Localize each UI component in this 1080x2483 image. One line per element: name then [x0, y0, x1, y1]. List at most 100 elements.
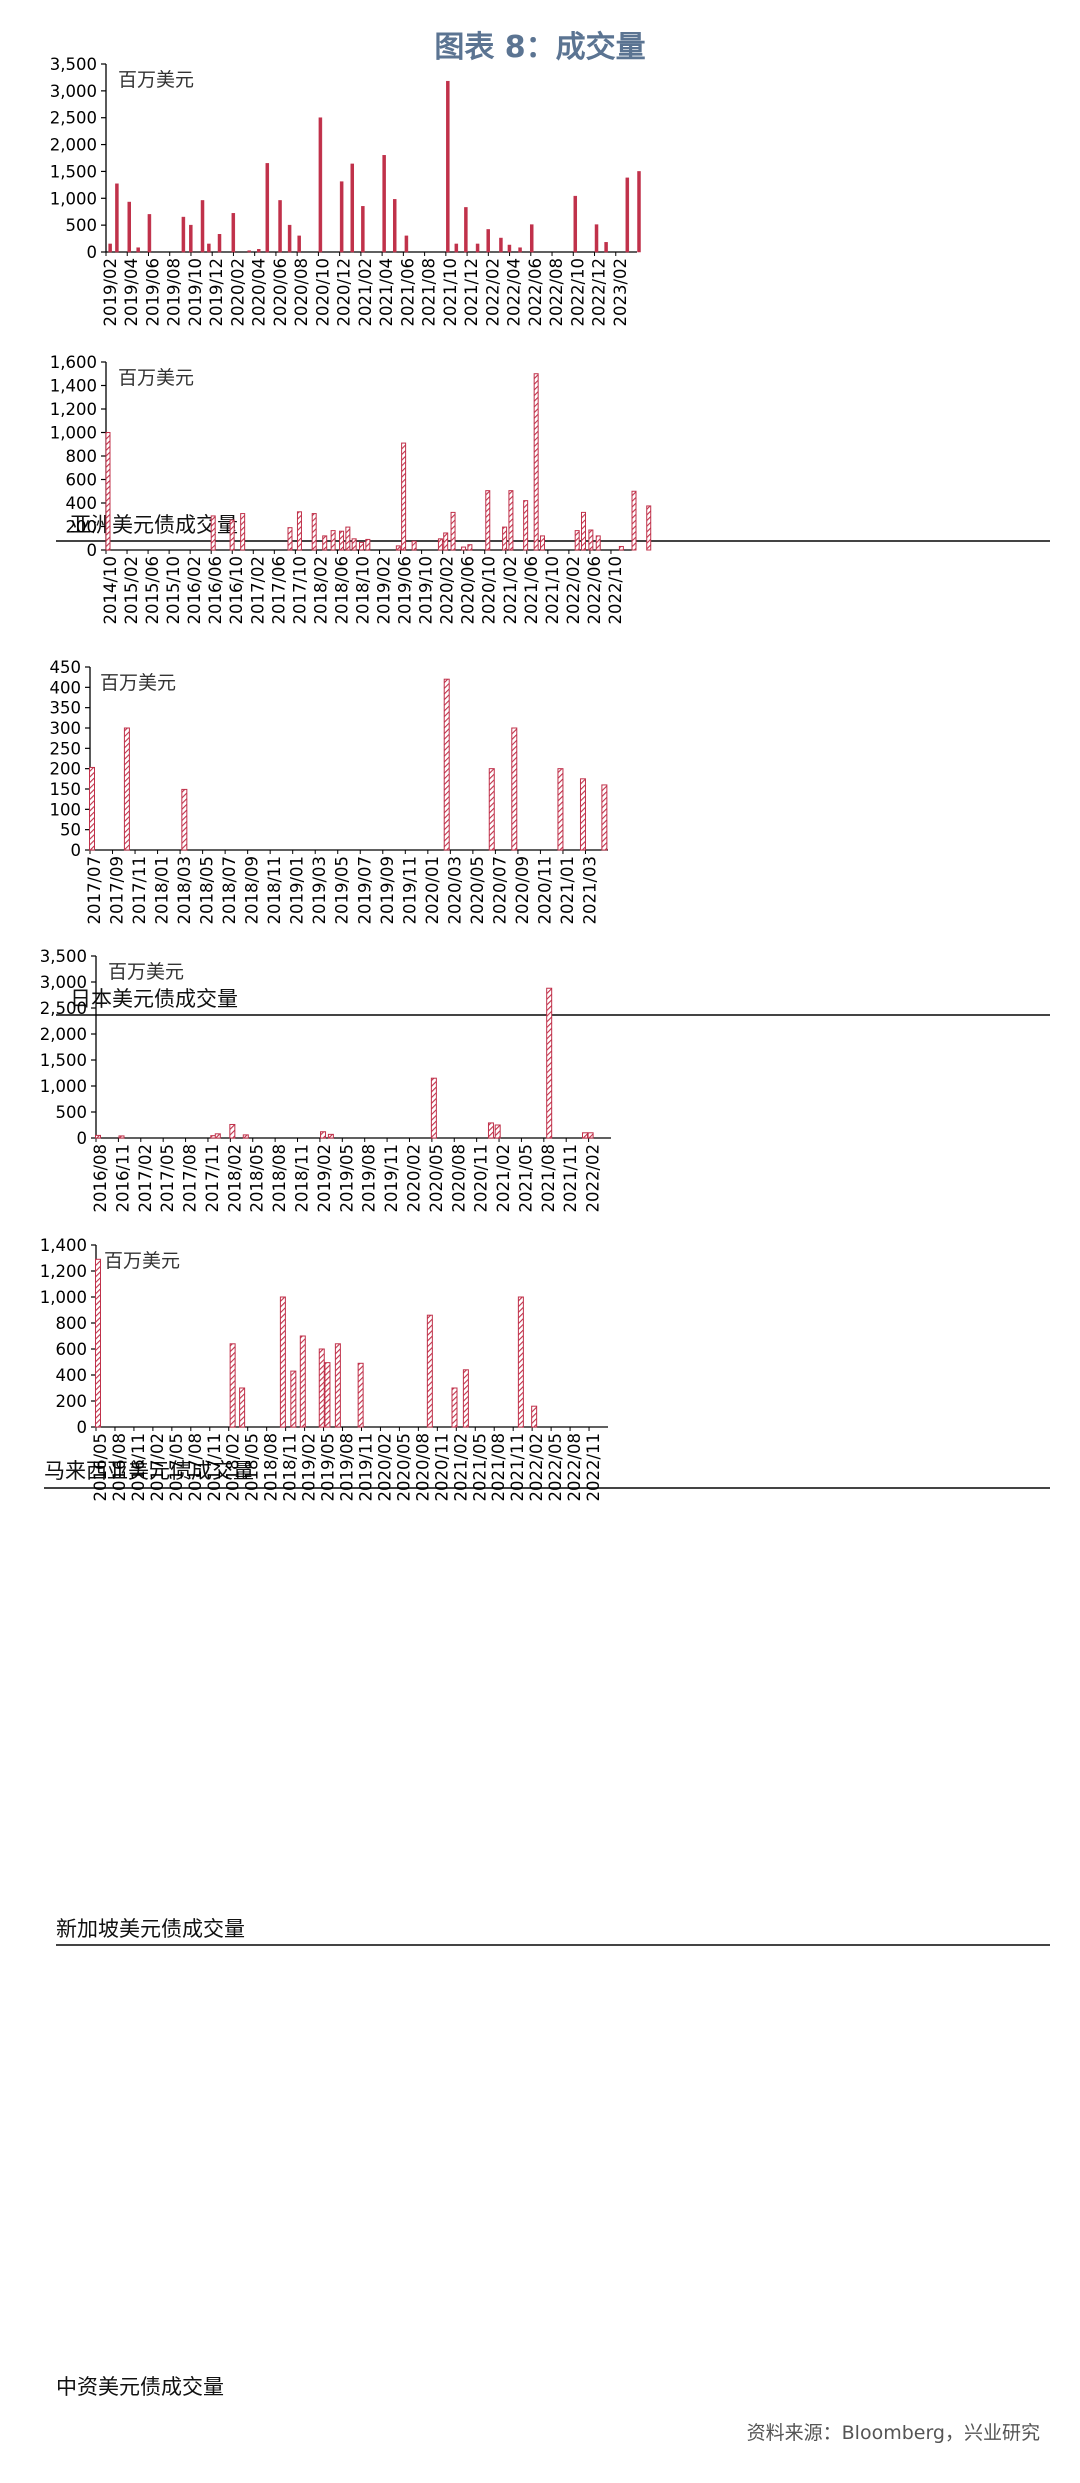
x-tick-label: 2021/02	[501, 556, 520, 625]
x-tick-label: 2017/11	[130, 856, 149, 925]
x-tick-label: 2017/11	[205, 1433, 224, 1502]
bar	[330, 530, 336, 551]
chart-title-singapore: 新加坡美元债成交量	[56, 1917, 245, 1941]
x-tick-label: 2018/11	[281, 1433, 300, 1502]
bar	[297, 235, 301, 253]
chart-title-japan: 日本美元债成交量	[70, 987, 238, 1011]
x-tick-label: 2021/08	[420, 258, 439, 327]
x-tick-label: 2017/05	[158, 1144, 177, 1213]
bar	[89, 766, 95, 851]
y-tick-label: 150	[50, 780, 82, 799]
y-tick-label: 1,600	[50, 353, 97, 372]
bar	[200, 200, 205, 253]
x-tick-label: 2016/10	[227, 556, 246, 625]
x-tick-label: 2018/09	[243, 856, 262, 925]
bar	[462, 1369, 469, 1428]
x-tick-label: 2020/03	[445, 856, 464, 925]
x-tick-label: 2019/02	[101, 258, 120, 327]
bar	[345, 526, 351, 551]
bar	[557, 768, 564, 851]
y-tick-label: 100	[50, 800, 82, 819]
x-tick-label: 2016/02	[185, 556, 204, 625]
unit-label: 百万美元	[100, 672, 176, 694]
bar	[426, 1314, 433, 1428]
chart-japan-usd-bond-volume: 0 200 400 600 800 1,000 1,200 1,400 1,600 2014/10…	[50, 353, 652, 625]
section-divider	[56, 1944, 1050, 1946]
x-tick-label: 2017/05	[167, 1433, 186, 1502]
x-tick-label: 2021/10	[441, 258, 460, 327]
bar	[181, 788, 188, 851]
bar	[320, 1131, 327, 1139]
bar	[279, 1296, 286, 1428]
x-tick-label: 2019/10	[417, 556, 436, 625]
y-tick-label: 800	[56, 1314, 88, 1333]
bar	[334, 1343, 341, 1428]
x-tick-label: 2018/02	[224, 1433, 243, 1502]
bar	[105, 432, 111, 551]
bar	[136, 247, 140, 253]
bar	[239, 1387, 246, 1428]
bar	[451, 1387, 458, 1428]
y-tick-label: 1,400	[40, 1236, 87, 1255]
x-tick-label: 2020/02	[404, 1144, 423, 1213]
bar	[646, 505, 652, 551]
x-tick-label: 2019/12	[207, 258, 226, 327]
x-tick-label: 2014/10	[101, 556, 120, 625]
x-tick-label: 2021/08	[489, 1433, 508, 1502]
x-tick-label: 2020/05	[394, 1433, 413, 1502]
x-tick-label: 2021/08	[539, 1144, 558, 1213]
bar	[511, 727, 518, 851]
y-tick-label: 400	[56, 1366, 88, 1385]
chart-title-china: 中资美元债成交量	[56, 2375, 224, 2399]
y-tick-label: 1,000	[50, 424, 97, 443]
x-tick-label: 2018/11	[265, 856, 284, 925]
bar	[351, 538, 357, 551]
x-tick-label: 2020/08	[292, 258, 311, 327]
y-tick-label: 0	[87, 243, 98, 262]
bar	[486, 229, 490, 253]
x-tick-label: 2023/02	[611, 258, 630, 327]
x-tick-label: 2018/05	[248, 1144, 267, 1213]
bar	[108, 243, 112, 253]
x-tick-label: 2016/11	[113, 1144, 132, 1213]
x-tick-label: 2019/08	[338, 1433, 357, 1502]
bar	[499, 237, 503, 253]
x-tick-label: 2021/02	[451, 1433, 470, 1502]
x-tick-label: 2018/10	[353, 556, 372, 625]
x-tick-label: 2020/11	[432, 1433, 451, 1502]
section-divider	[56, 1014, 1050, 1016]
bar	[604, 242, 608, 253]
x-tick-label: 2019/11	[356, 1433, 375, 1502]
x-tick-label: 2022/08	[547, 258, 566, 327]
x-tick-label: 2019/03	[310, 856, 329, 925]
y-tick-label: 0	[71, 841, 82, 860]
bar	[487, 1122, 494, 1139]
x-tick-label: 2019/02	[375, 556, 394, 625]
bar	[533, 373, 539, 551]
x-tick-label: 2022/10	[568, 258, 587, 327]
bar	[395, 545, 401, 551]
x-tick-label: 2016/05	[91, 1433, 110, 1502]
x-tick-label: 2018/03	[175, 856, 194, 925]
x-tick-label: 2019/04	[122, 258, 141, 327]
bar	[127, 201, 131, 253]
bar	[318, 1348, 325, 1428]
y-tick-label: 2,000	[40, 1025, 87, 1044]
y-tick-label: 1,200	[40, 1262, 87, 1281]
x-tick-label: 2018/08	[270, 1144, 289, 1213]
bar	[461, 546, 467, 551]
x-tick-label: 2019/05	[333, 856, 352, 925]
bar	[581, 511, 587, 551]
bar	[392, 199, 397, 253]
x-tick-label: 2019/05	[319, 1433, 338, 1502]
x-tick-label: 2017/07	[85, 856, 104, 925]
bar	[502, 526, 508, 551]
x-tick-label: 2020/12	[335, 258, 354, 327]
bar	[637, 171, 641, 253]
y-tick-label: 0	[87, 541, 98, 560]
x-tick-label: 2019/02	[300, 1433, 319, 1502]
bar	[181, 216, 186, 253]
unit-label: 百万美元	[104, 1250, 180, 1272]
x-tick-label: 2019/11	[382, 1144, 401, 1213]
bar	[518, 247, 522, 253]
